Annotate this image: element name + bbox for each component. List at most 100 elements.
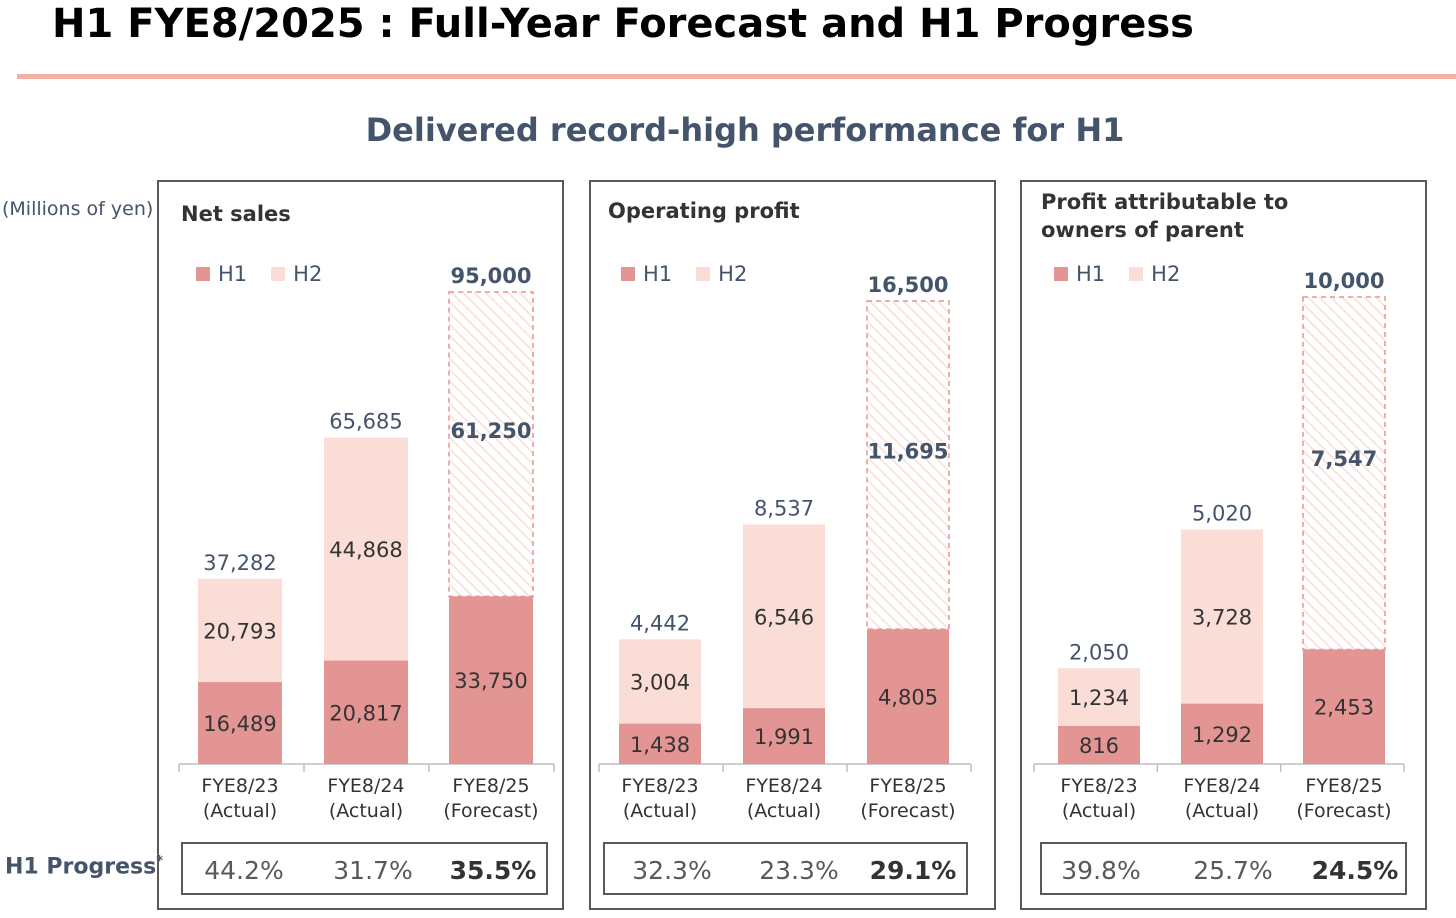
bar-h1 <box>1181 703 1263 764</box>
x-tick-sublabel: (Forecast) <box>860 800 955 822</box>
net-sales-chart: 16,489 20,793 37,282 FYE8/23 (Actual) 20,817 4… <box>178 264 555 822</box>
progress-value: 44.2% <box>204 856 284 885</box>
progress-value: 32.3% <box>632 856 712 885</box>
bar-h1-label: 20,817 <box>329 701 402 725</box>
legend-h2-label: H2 <box>1151 262 1181 286</box>
profit-attributable-panel <box>1020 180 1427 910</box>
legend-h1-label: H1 <box>218 262 248 286</box>
bar-h2 <box>1058 668 1140 726</box>
legend-h2-swatch <box>1129 267 1144 281</box>
x-tick-sublabel: (Actual) <box>623 800 697 822</box>
legend-h1-swatch <box>196 267 210 281</box>
x-tick-sublabel: (Actual) <box>747 800 821 822</box>
x-tick-label: FYE8/24 <box>327 775 404 797</box>
bar-total-label: 4,442 <box>630 611 690 635</box>
bar-total-label: 5,020 <box>1192 502 1252 526</box>
x-tick-sublabel: (Actual) <box>203 800 277 822</box>
operating-profit-legend: H1 H2 <box>621 262 771 286</box>
bar-total-label: 37,282 <box>203 551 276 575</box>
x-tick-label: FYE8/23 <box>1060 775 1137 797</box>
bar-h2-label: 61,250 <box>450 419 531 443</box>
net-sales-legend: H1 H2 <box>196 262 346 286</box>
legend-h1-swatch <box>621 267 635 281</box>
x-tick-label: FYE8/25 <box>1305 775 1382 797</box>
bar-h1 <box>619 723 701 764</box>
bar-h1-label: 4,805 <box>878 686 938 710</box>
profit-attributable-progress-box: 39.8% 25.7% 24.5% <box>1040 842 1407 895</box>
x-tick-label: FYE8/23 <box>621 775 698 797</box>
h1-progress-label: H1 Progress* <box>5 854 163 879</box>
bar-h2 <box>198 578 282 683</box>
bar-h2 <box>324 437 408 661</box>
profit-attributable-title-line-2: owners of parent <box>1041 218 1244 242</box>
bar-h1 <box>867 629 949 764</box>
bar-h1-label: 16,489 <box>203 712 276 736</box>
progress-value: 25.7% <box>1193 856 1273 885</box>
x-tick-sublabel: (Actual) <box>1185 800 1259 822</box>
bar-h1-label: 1,292 <box>1192 723 1252 747</box>
bar-h2-label: 20,793 <box>203 619 276 643</box>
bar-total-label: 95,000 <box>450 264 531 288</box>
x-tick-sublabel: (Actual) <box>329 800 403 822</box>
x-tick-label: FYE8/24 <box>1183 775 1260 797</box>
bar-total-label: 2,050 <box>1069 640 1129 664</box>
bar-h1 <box>324 660 408 764</box>
operating-profit-panel <box>589 180 996 910</box>
net-sales-title: Net sales <box>181 202 291 226</box>
bar-total-label: 8,537 <box>754 496 814 520</box>
bar-h1 <box>1058 725 1140 764</box>
bar-h2-label: 3,728 <box>1192 606 1252 630</box>
x-tick-label: FYE8/25 <box>452 775 529 797</box>
bar-h1-label: 1,438 <box>630 733 690 757</box>
bar-total-label: 10,000 <box>1303 269 1384 293</box>
x-tick-label: FYE8/23 <box>201 775 278 797</box>
bar-h2-forecast <box>1302 296 1386 651</box>
progress-value-forecast: 24.5% <box>1311 856 1399 885</box>
bar-total-label: 16,500 <box>867 273 948 297</box>
page-title: H1 FYE8/2025 : Full-Year Forecast and H1… <box>52 1 1194 47</box>
x-tick-label: FYE8/24 <box>745 775 822 797</box>
legend-h2-swatch <box>271 267 286 281</box>
progress-value: 39.8% <box>1061 856 1141 885</box>
bar-h2-label: 11,695 <box>867 440 948 464</box>
bar-h2 <box>743 524 825 709</box>
progress-value: 31.7% <box>333 856 413 885</box>
net-sales-progress-box: 44.2% 31.7% 35.5% <box>181 842 548 895</box>
bar-h1-label: 816 <box>1079 734 1119 758</box>
x-tick-sublabel: (Forecast) <box>443 800 538 822</box>
x-tick-label: FYE8/25 <box>869 775 946 797</box>
legend-h2-label: H2 <box>293 262 323 286</box>
bar-h1-label: 2,453 <box>1314 696 1374 720</box>
bar-h1-label: 1,991 <box>754 725 814 749</box>
legend-h1-swatch <box>1054 267 1068 281</box>
operating-profit-progress-box: 32.3% 23.3% 29.1% <box>603 842 968 895</box>
legend-h2-label: H2 <box>718 262 748 286</box>
bar-h2-label: 1,234 <box>1069 686 1129 710</box>
legend-h2-swatch <box>696 267 711 281</box>
bar-total-label: 65,685 <box>329 410 402 434</box>
page-subtitle: Delivered record-high performance for H1 <box>365 111 1125 149</box>
bar-h2 <box>1181 529 1263 704</box>
bar-h2 <box>619 639 701 724</box>
x-tick-sublabel: (Forecast) <box>1296 800 1391 822</box>
units-label: (Millions of yen) <box>2 198 154 220</box>
bar-h1 <box>198 682 282 764</box>
bar-h2-forecast <box>448 291 534 598</box>
bar-h2-label: 3,004 <box>630 671 690 695</box>
legend-h1-label: H1 <box>1076 262 1106 286</box>
net-sales-panel <box>157 180 564 910</box>
operating-profit-title: Operating profit <box>608 199 800 223</box>
profit-attributable-legend: H1 H2 <box>1054 262 1204 286</box>
title-underline <box>17 74 1456 79</box>
progress-value: 23.3% <box>759 856 839 885</box>
profit-attributable-title-line-1: Profit attributable to <box>1041 190 1289 214</box>
progress-value-forecast: 35.5% <box>449 856 537 885</box>
operating-profit-chart: 1,438 3,004 4,442 FYE8/23 (Actual) 1,991 6,546… <box>598 273 972 822</box>
bar-h2-label: 7,547 <box>1311 447 1377 471</box>
x-tick-sublabel: (Actual) <box>1062 800 1136 822</box>
h1-progress-footnote-mark: * <box>156 854 163 869</box>
legend-h1-label: H1 <box>643 262 673 286</box>
profit-attributable-title: Profit attributable to owners of parent <box>1041 188 1288 244</box>
h1-progress-label-text: H1 Progress <box>5 854 157 880</box>
bar-h1 <box>743 708 825 764</box>
